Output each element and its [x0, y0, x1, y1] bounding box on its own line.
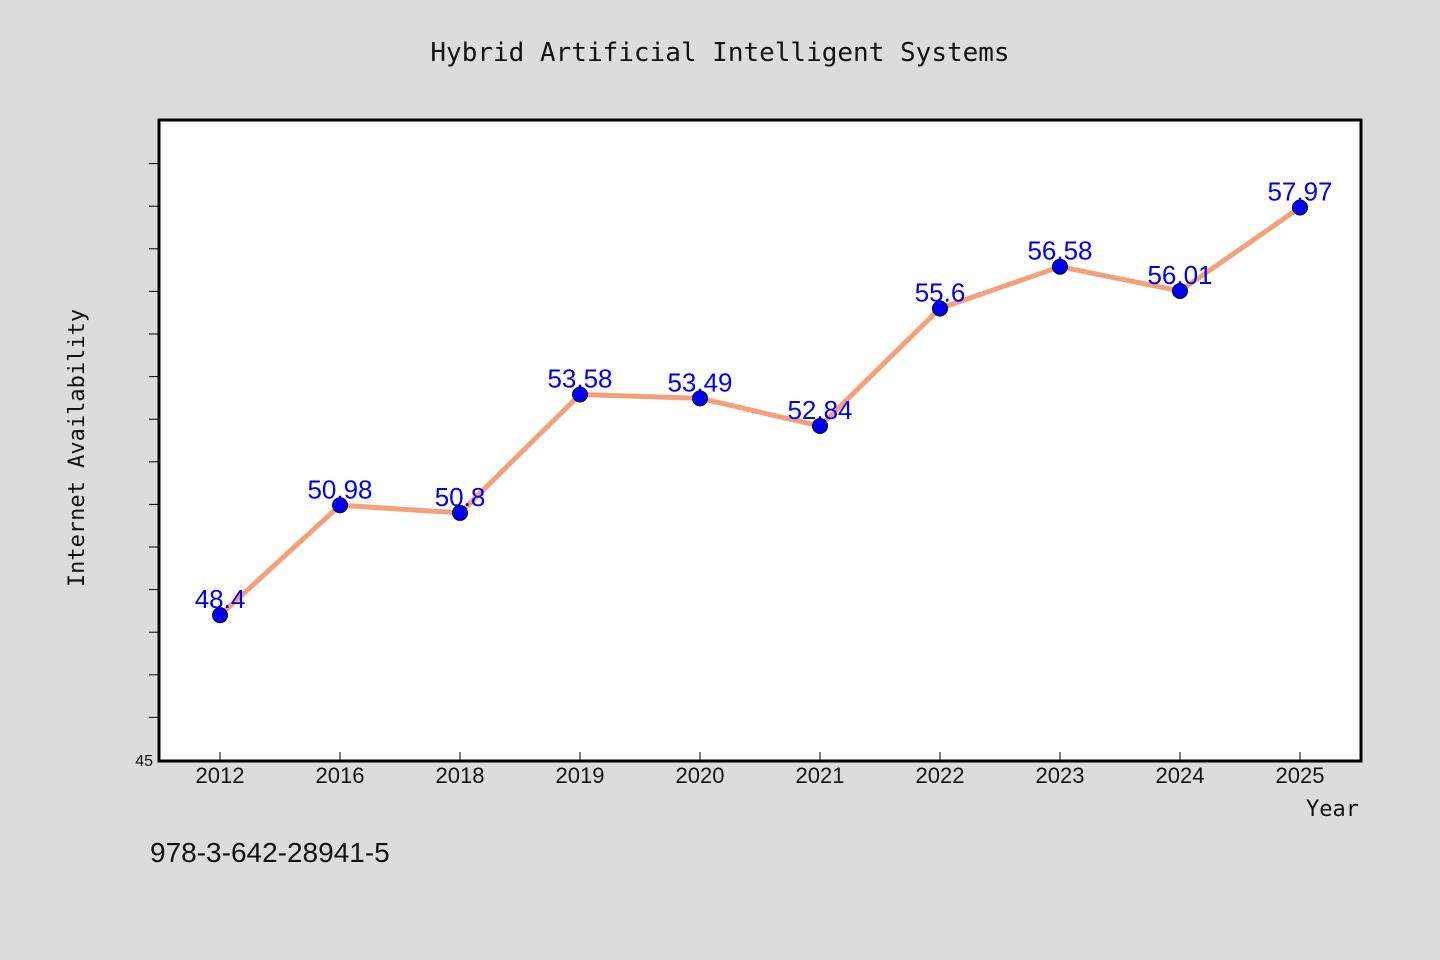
data-point — [932, 300, 948, 317]
x-tick-label: 2012 — [196, 763, 245, 788]
data-point — [332, 497, 348, 514]
data-label: 50.8 — [435, 482, 486, 512]
data-point — [1172, 282, 1188, 299]
data-point — [572, 386, 588, 403]
series-group: 48.4 50.98 50.8 53.58 53.49 52.84 55.6 56.58 56.… — [195, 176, 1333, 624]
y-tick-label: 45 — [135, 753, 153, 770]
data-point — [452, 504, 468, 521]
data-point — [812, 418, 828, 435]
data-label: 55.6 — [915, 277, 966, 307]
data-point — [212, 607, 228, 624]
series-line — [217, 204, 1303, 618]
x-tick-label: 2020 — [676, 763, 725, 788]
data-point — [692, 390, 708, 407]
x-tick-label: 2022 — [916, 763, 965, 788]
x-tick-label: 2021 — [796, 763, 845, 788]
x-tick-label: 2023 — [1036, 763, 1085, 788]
data-label: 56.58 — [1027, 236, 1092, 266]
data-point — [1292, 199, 1308, 216]
x-tick-label: 2019 — [556, 763, 605, 788]
y-axis-ticks — [149, 163, 159, 718]
data-label: 52.84 — [787, 395, 852, 425]
isbn-footer: 978-3-642-28941-5 — [150, 837, 390, 868]
data-label: 50.98 — [307, 474, 372, 504]
x-tick-label: 2025 — [1276, 763, 1325, 788]
data-label: 48.4 — [195, 584, 246, 614]
data-label: 57.97 — [1267, 176, 1332, 206]
data-point — [1052, 258, 1068, 275]
chart-title: Hybrid Artificial Intelligent Systems — [430, 38, 1009, 68]
plot-area — [157, 118, 1363, 763]
x-tick-label: 2024 — [1156, 763, 1205, 788]
data-label: 53.58 — [547, 363, 612, 393]
x-axis-ticks: 2012 2016 2018 2019 2020 2021 2022 2023 2024 2025 — [196, 752, 1325, 788]
data-label: 53.49 — [667, 367, 732, 397]
x-tick-label: 2018 — [436, 763, 485, 788]
x-tick-label: 2016 — [316, 763, 365, 788]
y-axis-label: Internet Availability — [65, 309, 90, 587]
x-axis-label: Year — [1306, 797, 1359, 822]
data-label: 56.01 — [1147, 260, 1212, 290]
